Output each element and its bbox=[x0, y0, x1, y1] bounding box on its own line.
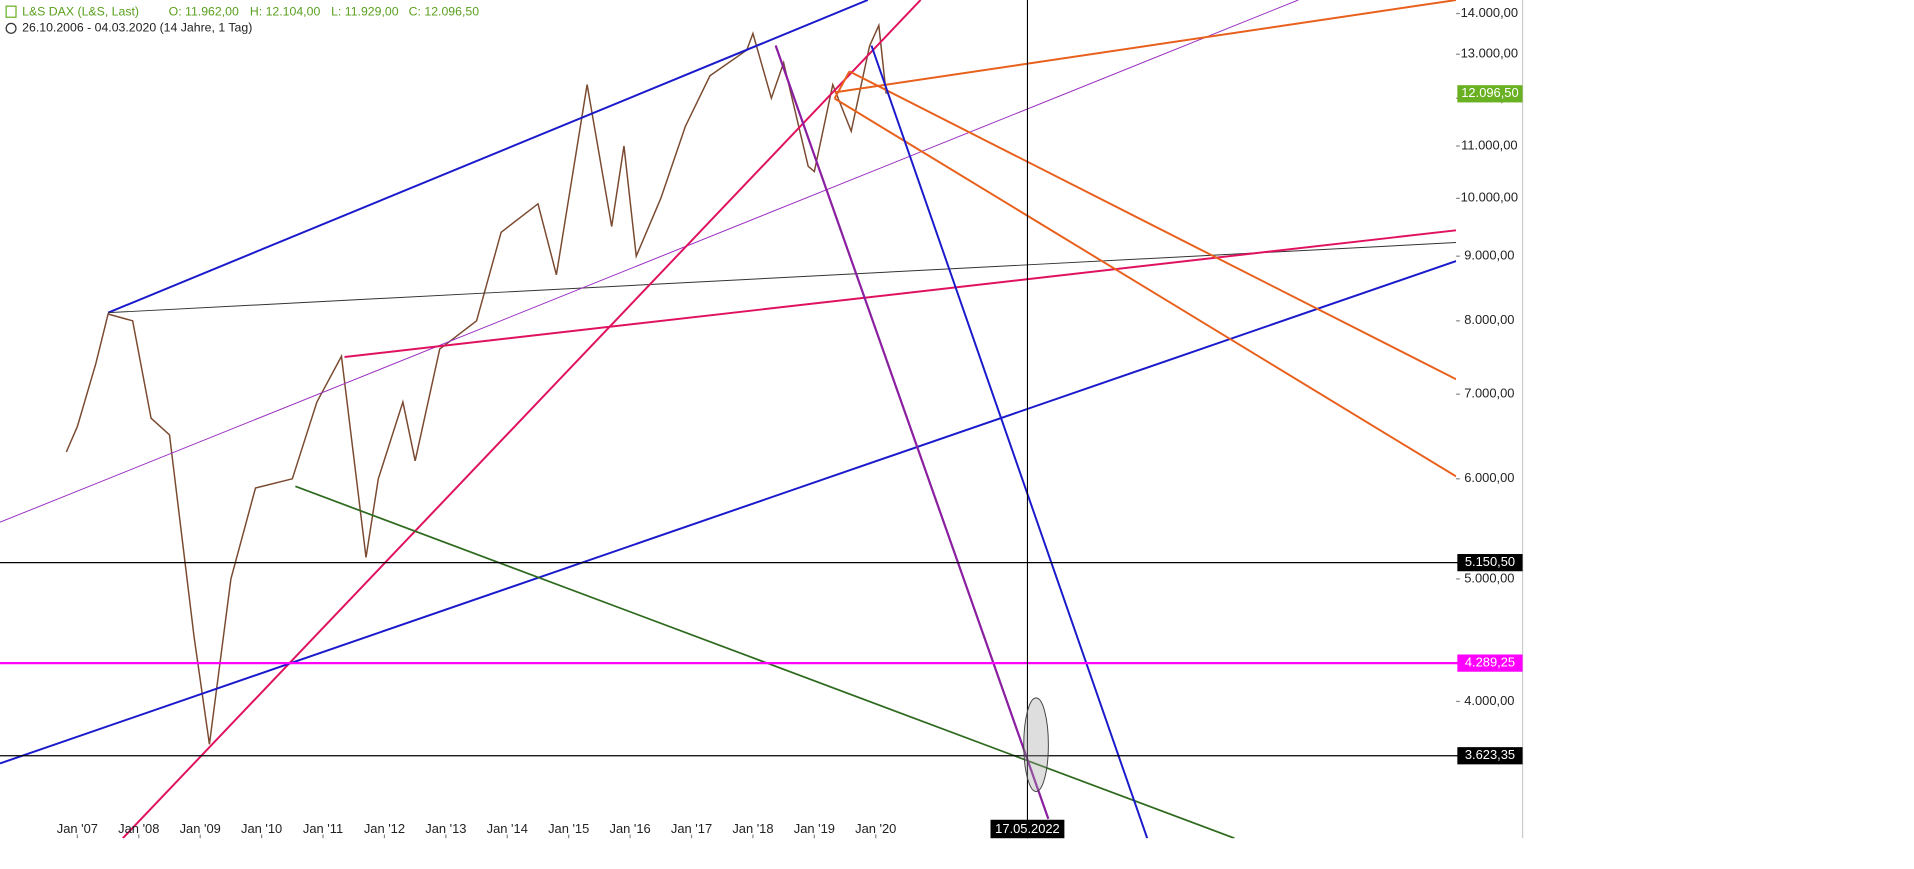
y-tick-label: 8.000,00 bbox=[1464, 312, 1514, 327]
y-tick-label: 5.000,00 bbox=[1464, 570, 1514, 585]
y-tick-label: 4.000,00 bbox=[1464, 693, 1514, 708]
price-label: 3.623,35 bbox=[1465, 747, 1515, 762]
date-label-box bbox=[990, 819, 1065, 839]
last-price-box bbox=[1457, 85, 1523, 103]
x-tick-label: Jan '09 bbox=[180, 821, 221, 836]
price-label-box bbox=[1457, 654, 1523, 672]
y-tick-label: 11.000,00 bbox=[1461, 137, 1517, 152]
x-tick-label: Jan '19 bbox=[794, 821, 835, 836]
plot-area bbox=[0, 0, 1457, 839]
x-tick-label: Jan '08 bbox=[118, 821, 159, 836]
trendline bbox=[774, 45, 1050, 820]
trendline bbox=[0, 260, 1457, 765]
x-tick-label: Jan '15 bbox=[548, 821, 589, 836]
x-tick-label: Jan '14 bbox=[487, 821, 528, 836]
y-tick-label: 9.000,00 bbox=[1464, 248, 1514, 263]
x-tick-label: Jan '12 bbox=[364, 821, 405, 836]
trendline bbox=[834, 97, 1457, 478]
price-label-box bbox=[1457, 747, 1523, 765]
chart-title: L&S DAX (L&S, Last) bbox=[22, 5, 139, 19]
ohlc: O: 11.962,00 bbox=[169, 5, 239, 19]
x-tick-label: Jan '11 bbox=[303, 821, 343, 836]
clock-icon bbox=[5, 22, 17, 34]
y-tick-label: 7.000,00 bbox=[1464, 386, 1514, 401]
date-label: 17.05.2022 bbox=[995, 821, 1060, 836]
trendline bbox=[0, 0, 1299, 523]
trendline bbox=[344, 229, 1457, 358]
price-label-box bbox=[1457, 554, 1523, 572]
trendline bbox=[870, 45, 1149, 839]
chart-icon bbox=[5, 5, 17, 18]
trendline bbox=[833, 70, 851, 99]
x-tick-label: Jan '17 bbox=[671, 821, 712, 836]
y-tick-label: 14.000,00 bbox=[1461, 5, 1518, 20]
y-tick-label: 10.000,00 bbox=[1461, 190, 1518, 205]
highlight-ellipse bbox=[1023, 697, 1049, 792]
x-tick-label: Jan '20 bbox=[855, 821, 896, 836]
trendline bbox=[122, 0, 922, 839]
trendline bbox=[107, 0, 869, 314]
x-tick-label: Jan '16 bbox=[609, 821, 650, 836]
y-tick-label: 13.000,00 bbox=[1461, 46, 1518, 61]
x-tick-label: Jan '10 bbox=[241, 821, 282, 836]
x-tick-label: Jan '13 bbox=[425, 821, 466, 836]
trendline bbox=[848, 70, 1457, 381]
price-label: 4.289,25 bbox=[1465, 655, 1515, 670]
ohlc: L: 11.929,00 bbox=[331, 5, 399, 19]
x-tick-label: Jan '18 bbox=[732, 821, 773, 836]
ohlc: H: 12.104,00 bbox=[250, 5, 321, 19]
trendline bbox=[834, 0, 1457, 94]
header: L&S DAX (L&S, Last) O: 11.962,00 H: 12.1… bbox=[5, 5, 480, 35]
trendline bbox=[108, 242, 1457, 314]
ohlc: C: 12.096,50 bbox=[409, 5, 480, 19]
last-price-label: 12.096,50 bbox=[1461, 85, 1518, 100]
x-tick-label: Jan '07 bbox=[57, 821, 98, 836]
y-tick-label: 6.000,00 bbox=[1464, 470, 1514, 485]
date-range: 26.10.2006 - 04.03.2020 (14 Jahre, 1 Tag… bbox=[22, 21, 252, 35]
price-line bbox=[65, 22, 887, 745]
price-label: 5.150,50 bbox=[1465, 554, 1515, 569]
